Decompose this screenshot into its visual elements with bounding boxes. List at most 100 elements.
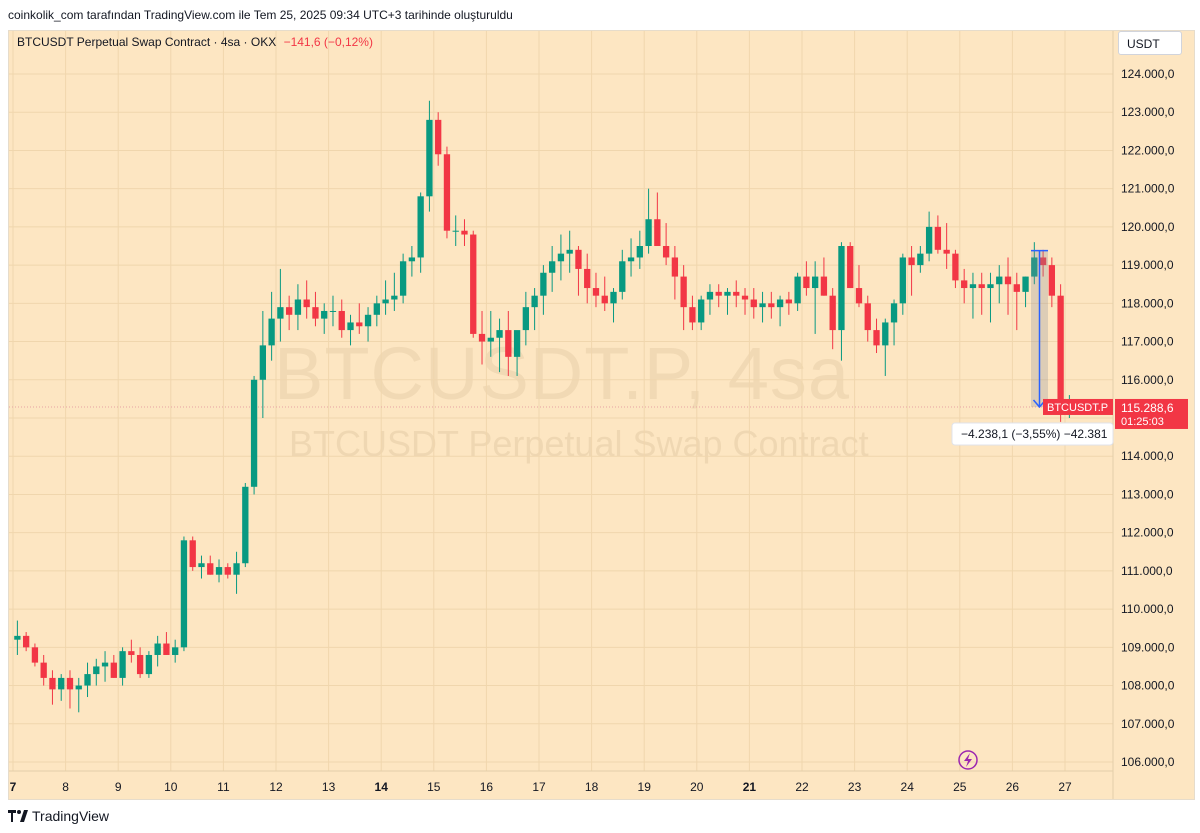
legend-change: −141,6 (−0,12%) [283, 35, 373, 49]
candle-body [470, 234, 477, 334]
lightning-icon[interactable] [958, 750, 978, 770]
measure-label-box [951, 422, 1114, 446]
candle-body [180, 540, 188, 648]
footer-brand: TradingView [8, 806, 109, 826]
candle-body [811, 276, 819, 289]
candle-body [680, 276, 687, 308]
candle-body [925, 226, 933, 254]
candle-body [1022, 276, 1029, 292]
candle-body [750, 299, 757, 308]
y-tick-label: 107.000,0 [1121, 717, 1175, 731]
x-tick-label: 11 [217, 780, 230, 794]
y-tick-label: 122.000,0 [1121, 143, 1175, 157]
y-tick-label: 120.000,0 [1121, 220, 1175, 234]
candle-body [899, 257, 906, 304]
chart-legend: BTCUSDT Perpetual Swap Contract · 4sa · … [17, 35, 373, 49]
x-tick-label: 26 [1006, 780, 1020, 794]
candle-body [540, 272, 547, 296]
candle-body [321, 310, 328, 319]
candle-body [347, 322, 354, 331]
candle-body [496, 330, 503, 338]
candle-body [548, 261, 556, 273]
x-tick-label: 23 [848, 780, 862, 794]
candle-body [566, 249, 573, 254]
candle-body [382, 299, 389, 304]
candle-body [101, 662, 109, 667]
candle-body [838, 246, 845, 331]
candle-body [820, 276, 828, 296]
candle-body [1013, 284, 1020, 292]
x-tick-label: 13 [322, 780, 336, 794]
y-tick-label: 123.000,0 [1121, 105, 1175, 119]
chart-panel[interactable]: BTCUSDT Perpetual Swap Contract · 4sa · … [8, 30, 1195, 800]
candle-body [943, 249, 950, 254]
candle-body [575, 249, 582, 269]
x-tick-label: 8 [62, 780, 69, 794]
candle-body [882, 322, 889, 346]
candle-body [706, 291, 714, 300]
x-tick-label: 21 [743, 780, 757, 794]
x-tick-label: 7 [10, 780, 17, 794]
candle-body [277, 307, 284, 319]
candle-body [952, 253, 959, 281]
candle-body [873, 330, 880, 346]
candle-body [338, 310, 345, 331]
candle-body [724, 291, 731, 296]
candle-body [759, 303, 766, 308]
x-tick-label: 14 [375, 780, 389, 794]
symbol-tag-box [1043, 398, 1113, 415]
candle-body [303, 299, 310, 308]
candle-body [610, 291, 617, 304]
candle-body [996, 276, 1003, 285]
candle-body [487, 337, 494, 342]
candle-body [198, 563, 205, 568]
y-tick-label: 119.000,0 [1121, 258, 1174, 272]
candle-body [601, 295, 608, 304]
candle-body [189, 540, 196, 568]
candle-body [435, 119, 442, 155]
candle-body [75, 685, 82, 690]
x-tick-label: 9 [115, 780, 122, 794]
current-price-label: 115.288,6 [1121, 401, 1174, 415]
candle-body [619, 261, 626, 292]
y-tick-label: 112.000,0 [1121, 526, 1174, 540]
y-tick-label: 109.000,0 [1121, 640, 1175, 654]
x-tick-label: 27 [1058, 780, 1072, 794]
candle-body [557, 253, 565, 262]
candle-body [268, 318, 275, 346]
watermark-description: BTCUSDT Perpetual Swap Contract [289, 423, 869, 464]
candle-body [136, 654, 144, 675]
lightning-icon-bolt [964, 753, 972, 767]
candle-body [417, 196, 424, 258]
x-tick-label: 10 [164, 780, 178, 794]
symbol-tag: BTCUSDT.P [1047, 402, 1108, 414]
y-tick-label: 124.000,0 [1121, 67, 1175, 81]
candle-body [154, 643, 161, 655]
candle-body [662, 246, 670, 258]
current-price-label-box [1115, 398, 1188, 429]
x-tick-label: 24 [901, 780, 915, 794]
candle-body [66, 677, 74, 690]
candle-body [627, 257, 635, 262]
candlestick-chart[interactable]: 106.000,0 107.000,0 108.000,0 109.000,0 110.… [9, 31, 1194, 799]
candle-body [163, 643, 170, 655]
x-tick-label: 22 [795, 780, 809, 794]
currency-button[interactable]: USDT [1118, 31, 1182, 55]
y-tick-label: 111.000,0 [1121, 564, 1173, 578]
export-caption: coinkolik_com tarafından TradingView.com… [8, 8, 513, 22]
candle-body [110, 662, 117, 678]
y-tick-label: 113.000,0 [1121, 487, 1174, 501]
x-tick-label: 25 [953, 780, 967, 794]
candle-body [890, 303, 898, 323]
candle-body [312, 307, 319, 319]
y-tick-label: 117.000,0 [1121, 335, 1174, 349]
x-tick-label: 12 [269, 780, 283, 794]
candle-body [391, 295, 398, 300]
candle-body [426, 119, 433, 197]
candle-body [443, 154, 451, 231]
x-tick-label: 20 [690, 780, 704, 794]
tradingview-logo-icon [8, 807, 28, 827]
candle-body [294, 299, 302, 315]
candle-body [978, 284, 985, 289]
candle-body [1031, 257, 1038, 277]
